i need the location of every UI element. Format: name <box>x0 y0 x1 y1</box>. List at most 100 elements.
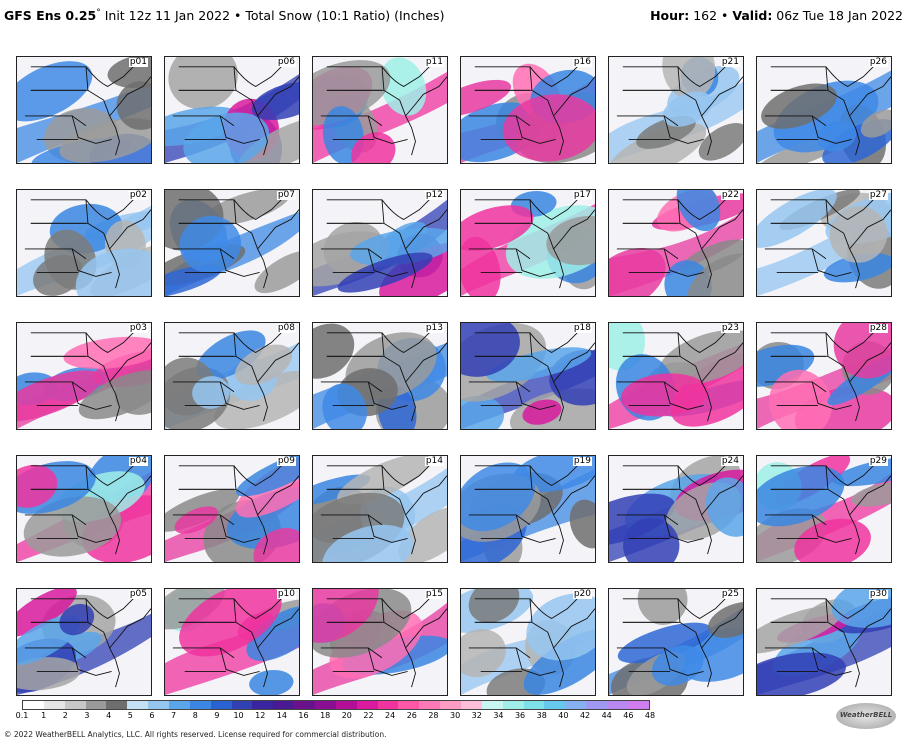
member-label: p07 <box>276 190 296 200</box>
panel-map-p29 <box>757 456 891 562</box>
valid-time: Hour: 162 • Valid: 06z Tue 18 Jan 2022 <box>650 8 903 23</box>
ensemble-map-p27: p27 <box>756 189 892 297</box>
colorbar-tick: 16 <box>298 711 309 720</box>
member-label: p08 <box>276 323 296 333</box>
colorbar-segment <box>398 701 420 709</box>
panel-map-p27 <box>757 190 891 296</box>
panel-map-p25 <box>609 589 743 695</box>
colorbar-tick: 12 <box>255 711 266 720</box>
member-label: p15 <box>424 589 444 599</box>
ensemble-map-p21: p21 <box>608 56 744 164</box>
colorbar-tick: 20 <box>341 711 352 720</box>
copyright-notice: © 2022 WeatherBELL Analytics, LLC. All r… <box>4 730 387 739</box>
colorbar-segment <box>523 701 545 709</box>
hour-label: Hour: <box>650 8 690 23</box>
member-label: p16 <box>572 57 592 67</box>
ensemble-map-p10: p10 <box>164 588 300 696</box>
colorbar-segment <box>461 701 482 709</box>
colorbar-tick: 1 <box>41 711 47 720</box>
ensemble-map-p03: p03 <box>16 322 152 430</box>
colorbar-tick: 48 <box>644 711 656 720</box>
ensemble-map-p11: p11 <box>312 56 448 164</box>
member-label: p03 <box>128 323 148 333</box>
colorbar-tick: 2 <box>62 711 68 720</box>
colorbar-tick: 14 <box>276 711 287 720</box>
panel-map-p08 <box>165 323 299 429</box>
colorbar-tick: 8 <box>192 711 198 720</box>
colorbar-segment <box>127 701 149 709</box>
colorbar-tick: 9 <box>214 711 220 720</box>
ensemble-map-p19: p19 <box>460 455 596 563</box>
panel-map-p14 <box>313 456 447 562</box>
colorbar-tick: 26 <box>406 711 417 720</box>
colorbar-segment <box>85 701 107 709</box>
member-label: p25 <box>720 589 740 599</box>
ensemble-map-p23: p23 <box>608 322 744 430</box>
ensemble-map-p02: p02 <box>16 189 152 297</box>
colorbar-segment <box>64 701 86 709</box>
ensemble-map-p14: p14 <box>312 455 448 563</box>
colorbar-tick: 30 <box>450 711 461 720</box>
ensemble-map-p01: p01 <box>16 56 152 164</box>
ensemble-map-p24: p24 <box>608 455 744 563</box>
panel-map-p07 <box>165 190 299 296</box>
colorbar-tick: 24 <box>385 711 396 720</box>
member-label: p06 <box>276 57 296 67</box>
colorbar-segment <box>607 701 628 709</box>
ensemble-map-p17: p17 <box>460 189 596 297</box>
member-label: p11 <box>424 57 444 67</box>
colorbar-tick: 36 <box>514 711 526 720</box>
panel-map-p13 <box>313 323 447 429</box>
colorbar-tick: 38 <box>536 711 547 720</box>
panel-map-p06 <box>165 57 299 163</box>
ensemble-map-p06: p06 <box>164 56 300 164</box>
member-label: p01 <box>128 57 148 67</box>
snow-colorbar <box>22 700 650 710</box>
ensemble-map-p18: p18 <box>460 322 596 430</box>
panel-map-p01 <box>17 57 151 163</box>
panel-map-p30 <box>757 589 891 695</box>
panel-map-p04 <box>17 456 151 562</box>
ensemble-map-p29: p29 <box>756 455 892 563</box>
member-label: p02 <box>128 190 148 200</box>
panel-map-p15 <box>313 589 447 695</box>
ensemble-map-p13: p13 <box>312 322 448 430</box>
panel-map-p12 <box>313 190 447 296</box>
colorbar-tick: 7 <box>171 711 177 720</box>
colorbar-segment <box>502 701 524 709</box>
panel-map-p21 <box>609 57 743 163</box>
colorbar-segment <box>231 701 253 709</box>
panel-map-p09 <box>165 456 299 562</box>
member-label: p23 <box>720 323 740 333</box>
member-label: p30 <box>868 589 888 599</box>
member-label: p21 <box>720 57 740 67</box>
colorbar-tick: 6 <box>149 711 155 720</box>
member-label: p09 <box>276 456 296 466</box>
panel-map-p20 <box>461 589 595 695</box>
member-label: p20 <box>572 589 592 599</box>
ensemble-map-p20: p20 <box>460 588 596 696</box>
colorbar-tick: 42 <box>579 711 591 720</box>
colorbar-segment <box>294 701 316 709</box>
member-label: p27 <box>868 190 888 200</box>
member-label: p05 <box>128 589 148 599</box>
colorbar-segment <box>356 701 378 709</box>
init-and-product: Init 12z 11 Jan 2022 • Total Snow (10:1 … <box>100 8 445 24</box>
ensemble-map-p25: p25 <box>608 588 744 696</box>
panel-map-p22 <box>609 190 743 296</box>
member-label: p19 <box>572 456 592 466</box>
colorbar-segment <box>315 701 336 709</box>
ensemble-map-p15: p15 <box>312 588 448 696</box>
panel-map-p03 <box>17 323 151 429</box>
member-label: p28 <box>868 323 888 333</box>
weatherbell-logo: WeatherBELL <box>836 703 896 729</box>
valid-value: 06z Tue 18 Jan 2022 <box>772 8 903 23</box>
colorbar-segment <box>189 701 211 709</box>
member-label: p17 <box>572 190 592 200</box>
panel-map-p18 <box>461 323 595 429</box>
panel-map-p02 <box>17 190 151 296</box>
panel-map-p16 <box>461 57 595 163</box>
ensemble-panel-grid: p01 p06 <box>16 56 892 696</box>
colorbar-segment <box>335 701 357 709</box>
ensemble-map-p12: p12 <box>312 189 448 297</box>
